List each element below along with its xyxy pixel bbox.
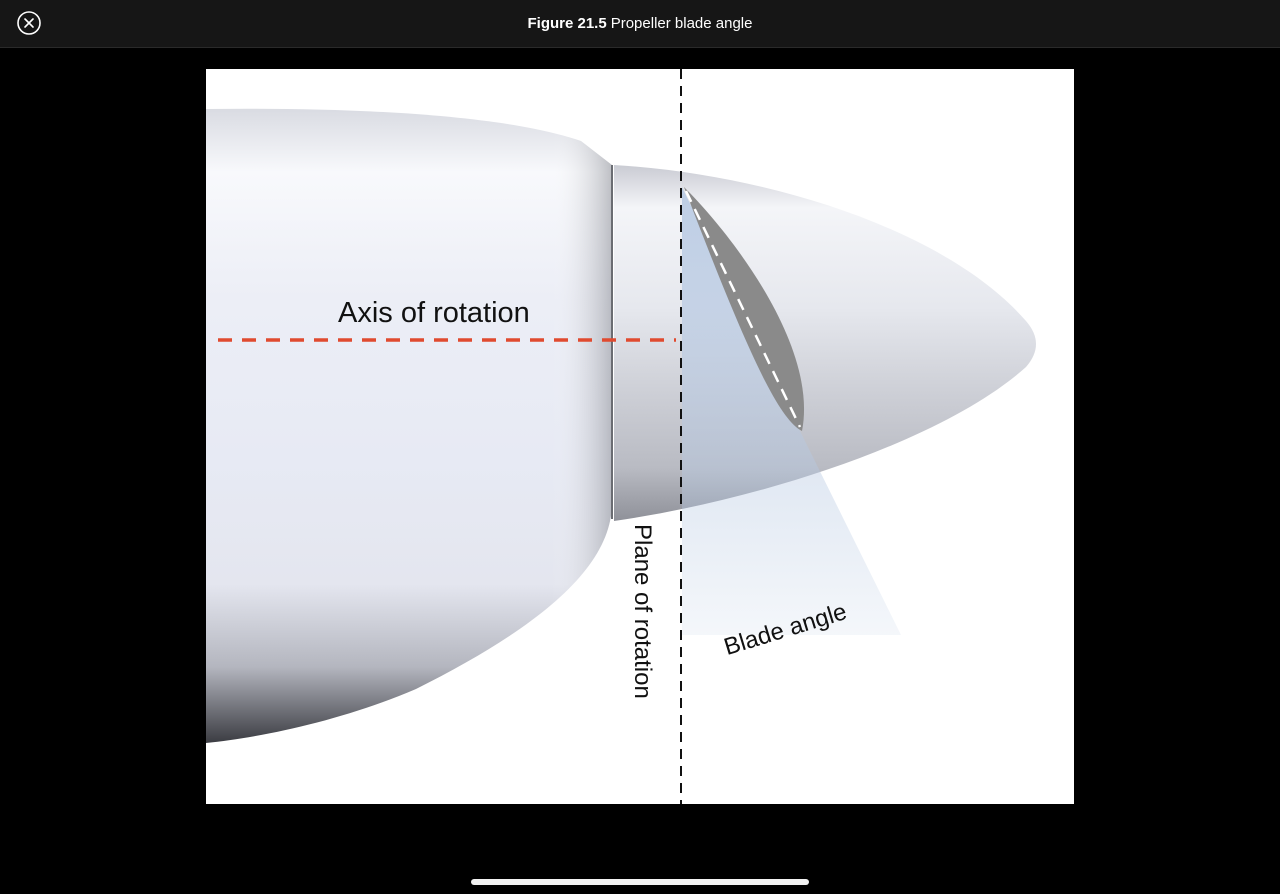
top-bar: Figure 21.5 Propeller blade angle bbox=[0, 0, 1280, 48]
axis-of-rotation-label: Axis of rotation bbox=[338, 297, 530, 329]
home-indicator[interactable] bbox=[471, 879, 809, 885]
plane-of-rotation-label: Plane of rotation bbox=[629, 524, 656, 699]
propeller-diagram: Axis of rotation Plane of rotation Blade… bbox=[206, 69, 1074, 804]
blade-angle-wedge bbox=[682, 187, 901, 635]
figure-title: Propeller blade angle bbox=[610, 15, 753, 32]
figure-number: Figure 21.5 bbox=[527, 15, 607, 32]
blade-chord-line bbox=[684, 190, 802, 428]
close-circle-icon bbox=[17, 11, 41, 35]
propeller-spinner bbox=[614, 165, 1036, 521]
cowling-shading bbox=[206, 108, 612, 744]
figure-caption: Figure 21.5 Propeller blade angle bbox=[0, 0, 1280, 47]
close-button[interactable] bbox=[17, 11, 41, 35]
diagram-canvas bbox=[206, 69, 1036, 804]
